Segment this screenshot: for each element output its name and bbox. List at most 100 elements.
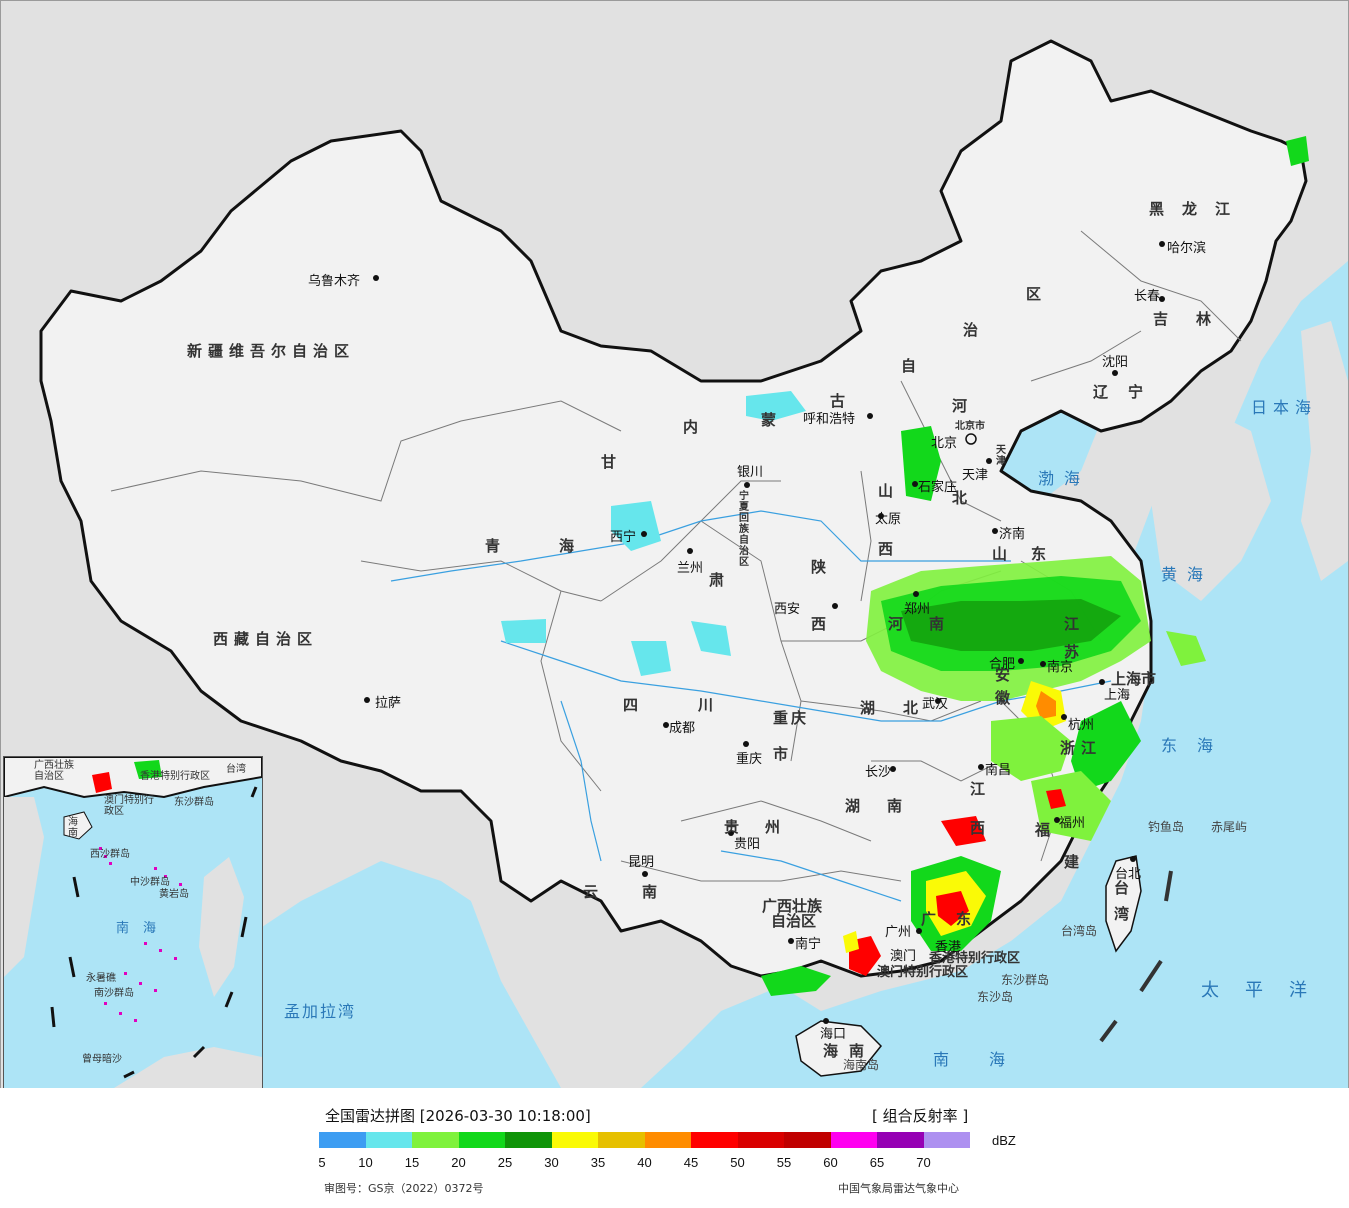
echo-hebei-green — [901, 426, 941, 501]
marker-zhengzhou — [913, 591, 919, 597]
label-island-chiwei: 赤尾屿 — [1211, 820, 1248, 834]
echo-neimeng-cyan — [746, 391, 806, 421]
label-fujian-1: 福 — [1035, 821, 1051, 839]
legend-swatch-0 — [319, 1132, 366, 1148]
legend-swatch-8 — [691, 1132, 738, 1148]
echo-guangdong-red — [936, 891, 969, 926]
inset-label-yongshu: 永暑礁 — [86, 973, 116, 984]
label-city-hangzhou: 杭州 — [1068, 718, 1095, 733]
nine-dash-segments — [1099, 870, 1173, 1043]
label-city-guangzhou: 广州 — [885, 925, 912, 940]
inset-land-vietnam — [4, 797, 44, 977]
marker-shenyang — [1112, 370, 1118, 376]
marker-nanjing — [1040, 661, 1046, 667]
label-shanghai-province: 上海市 — [1111, 670, 1157, 688]
marker-chengdu — [663, 722, 669, 728]
label-city-wuhan: 武汉 — [922, 697, 949, 712]
legend-tick-40: 40 — [637, 1155, 652, 1170]
marker-nanchang — [978, 764, 984, 770]
legend-swatch-9 — [737, 1132, 784, 1148]
rivers — [390, 510, 1112, 902]
label-guizhou-2: 州 — [765, 818, 781, 836]
se-asia-land — [471, 881, 721, 1088]
inset-label-dongsha: 东沙群岛 — [174, 797, 214, 808]
legend-tick-45: 45 — [683, 1155, 699, 1170]
legend-product: [ 组合反射率 ] — [872, 1107, 969, 1125]
label-city-harbin: 哈尔滨 — [1167, 241, 1207, 256]
label-hebei-1: 河 — [952, 397, 968, 415]
label-city-guiyang: 贵阳 — [734, 837, 761, 852]
label-hongkong-province: 香港特别行政区 — [929, 951, 1021, 966]
label-city-hk: 香港 — [935, 940, 962, 955]
label-city-haikou: 海口 — [820, 1027, 847, 1042]
marker-wuhan — [935, 698, 941, 704]
label-gansu-2: 肃 — [709, 571, 725, 589]
label-island-diaoyu: 钓鱼岛 — [1148, 820, 1185, 834]
label-sea-bengal: 孟加拉湾 — [284, 1002, 357, 1021]
label-taiwan-2: 湾 — [1114, 905, 1130, 923]
label-ningxia: 宁夏回族自治区 — [739, 491, 749, 568]
marker-yinchuan — [744, 482, 750, 488]
label-sichuan-2: 川 — [698, 696, 714, 714]
echo-zhejiang-green — [1071, 701, 1141, 791]
label-city-yinchuan: 银川 — [737, 465, 764, 480]
legend-tick-10: 10 — [358, 1155, 373, 1170]
legend-swatch-4 — [505, 1132, 552, 1148]
label-jiangxi-1: 江 — [970, 780, 986, 798]
label-sea-nanhai: 南海 — [933, 1050, 1046, 1069]
marker-taiyuan — [878, 513, 884, 519]
legend-panel: 全国雷达拼图 [2026-03-30 10:18:00] [ 组合反射率 ] 5… — [0, 1088, 1349, 1208]
label-fujian-2: 建 — [1064, 853, 1080, 871]
label-hainan-1: 海 — [823, 1042, 839, 1060]
bay-of-bengal — [201, 861, 561, 1088]
label-zhejiang: 浙江 — [1060, 739, 1103, 757]
inset-echo-green — [134, 760, 162, 779]
label-shaanxi-2: 西 — [811, 615, 827, 633]
legend-tick-20: 20 — [451, 1155, 466, 1170]
label-city-changsha: 长沙 — [865, 765, 892, 780]
echo-gansu-cyan — [691, 621, 731, 656]
label-hebei-2: 北 — [952, 489, 968, 507]
inset-land-mainland — [4, 757, 262, 799]
marker-urumqi — [373, 275, 379, 281]
japan-land — [1301, 321, 1348, 581]
label-hubei-1: 湖 — [860, 699, 876, 717]
marker-lanzhou — [687, 548, 693, 554]
label-chongqing-1: 重 — [773, 709, 789, 727]
label-tianjin-province: 天津 — [996, 445, 1006, 467]
label-henan-2: 南 — [929, 615, 945, 633]
label-qinghai-2: 海 — [559, 537, 575, 555]
echo-central-core — [901, 599, 1121, 651]
label-city-taipei: 台北 — [1115, 867, 1142, 882]
inset-label-macao: 澳门特别行政区 — [104, 795, 154, 817]
label-city-nanchang: 南昌 — [985, 763, 1012, 778]
label-henan-1: 河 — [888, 615, 904, 633]
label-heilongjiang: 黑龙江 — [1149, 200, 1249, 218]
inset-label-guangxi: 广西壮族自治区 — [34, 760, 74, 782]
label-chongqing-2: 庆 — [791, 709, 807, 727]
inset-land-borneo — [114, 1047, 262, 1088]
marker-shanghai — [1099, 679, 1105, 685]
label-taiwan-1: 台 — [1114, 879, 1130, 897]
label-sea-huanghai: 黄海 — [1161, 565, 1214, 584]
legend-swatch-2 — [412, 1132, 459, 1148]
label-island-hainan: 海南岛 — [843, 1058, 880, 1072]
label-city-tianjin: 天津 — [962, 468, 989, 483]
inset-canvas — [4, 757, 262, 1088]
label-hainan-2: 南 — [849, 1042, 865, 1060]
bohai-sea — [1001, 411, 1101, 501]
label-city-taiyuan: 太原 — [875, 512, 902, 527]
label-liaoning: 辽宁 — [1093, 383, 1164, 401]
echo-heilongjiang-green — [1286, 136, 1309, 166]
label-sichuan-1: 四 — [623, 696, 639, 714]
marker-huhehaote — [867, 413, 873, 419]
echo-anhui-orange — [1036, 691, 1056, 719]
marker-changsha — [890, 766, 896, 772]
label-anhui-1: 安 — [995, 666, 1011, 684]
radar-map[interactable]: 新疆维吾尔自治区 西藏自治区 青 海 甘 肃 四 川 云 南 内 蒙 古 自 治… — [0, 0, 1349, 1089]
legend-swatch-11 — [830, 1132, 877, 1148]
label-sea-bohai: 渤海 — [1038, 469, 1091, 488]
label-macao-province: 澳门特别行政区 — [877, 965, 969, 980]
label-xinjiang: 新疆维吾尔自治区 — [187, 342, 356, 360]
